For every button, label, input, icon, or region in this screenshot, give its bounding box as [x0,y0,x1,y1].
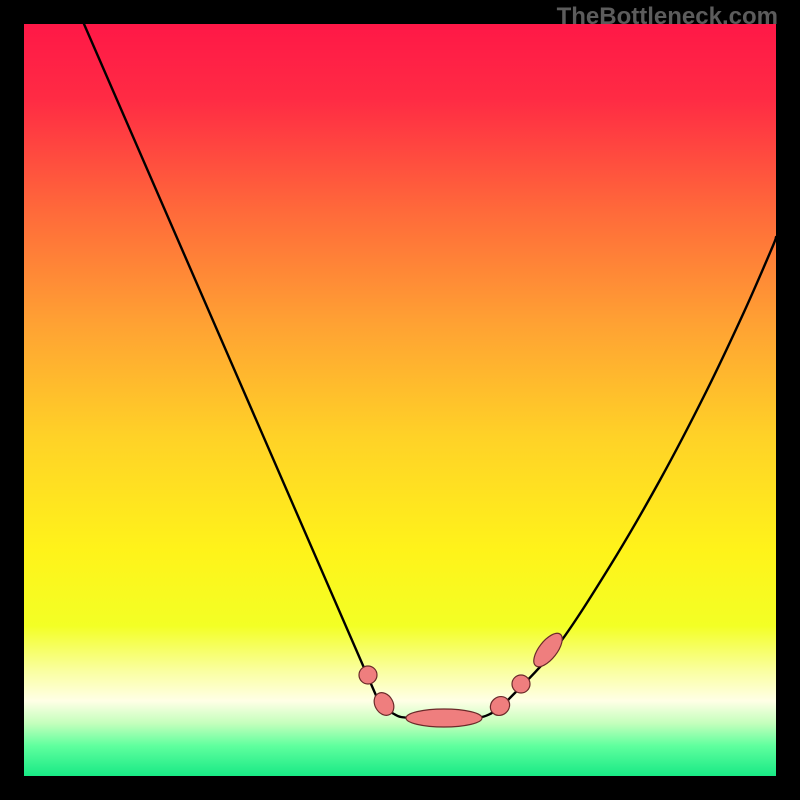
marker-pill [406,709,482,727]
marker-pill [359,666,377,684]
watermark-text: TheBottleneck.com [557,3,778,31]
gradient-background [24,24,776,776]
marker-pill [512,675,530,693]
bottleneck-chart [0,0,800,800]
